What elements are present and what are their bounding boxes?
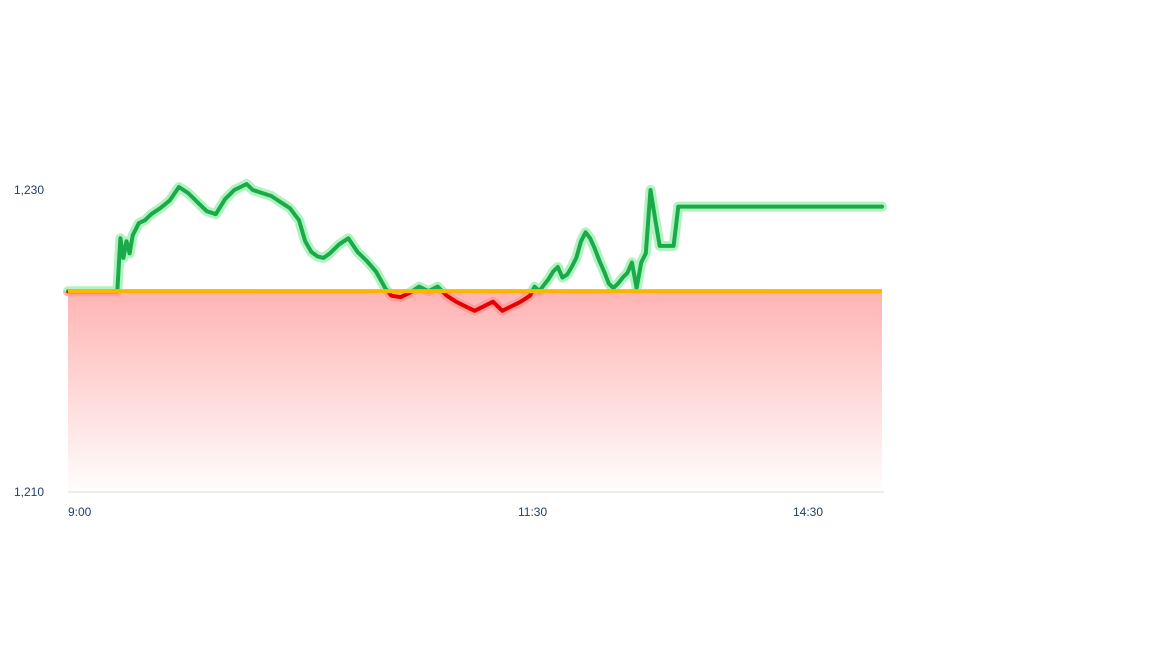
- price-series: [63, 179, 887, 316]
- x-tick-label-midday: 11:30: [518, 505, 547, 519]
- x-axis-ticks: 9:00 11:30 14:30: [68, 505, 823, 519]
- y-tick-label-bottom: 1,210: [14, 485, 44, 499]
- y-axis-ticks: 1,230 1,210: [14, 183, 44, 499]
- y-tick-label-top: 1,230: [14, 183, 44, 197]
- price-line-above: [66, 182, 884, 292]
- x-tick-label-open: 9:00: [68, 505, 92, 519]
- below-reference-area: [68, 291, 882, 492]
- x-tick-label-close: 14:30: [793, 505, 823, 519]
